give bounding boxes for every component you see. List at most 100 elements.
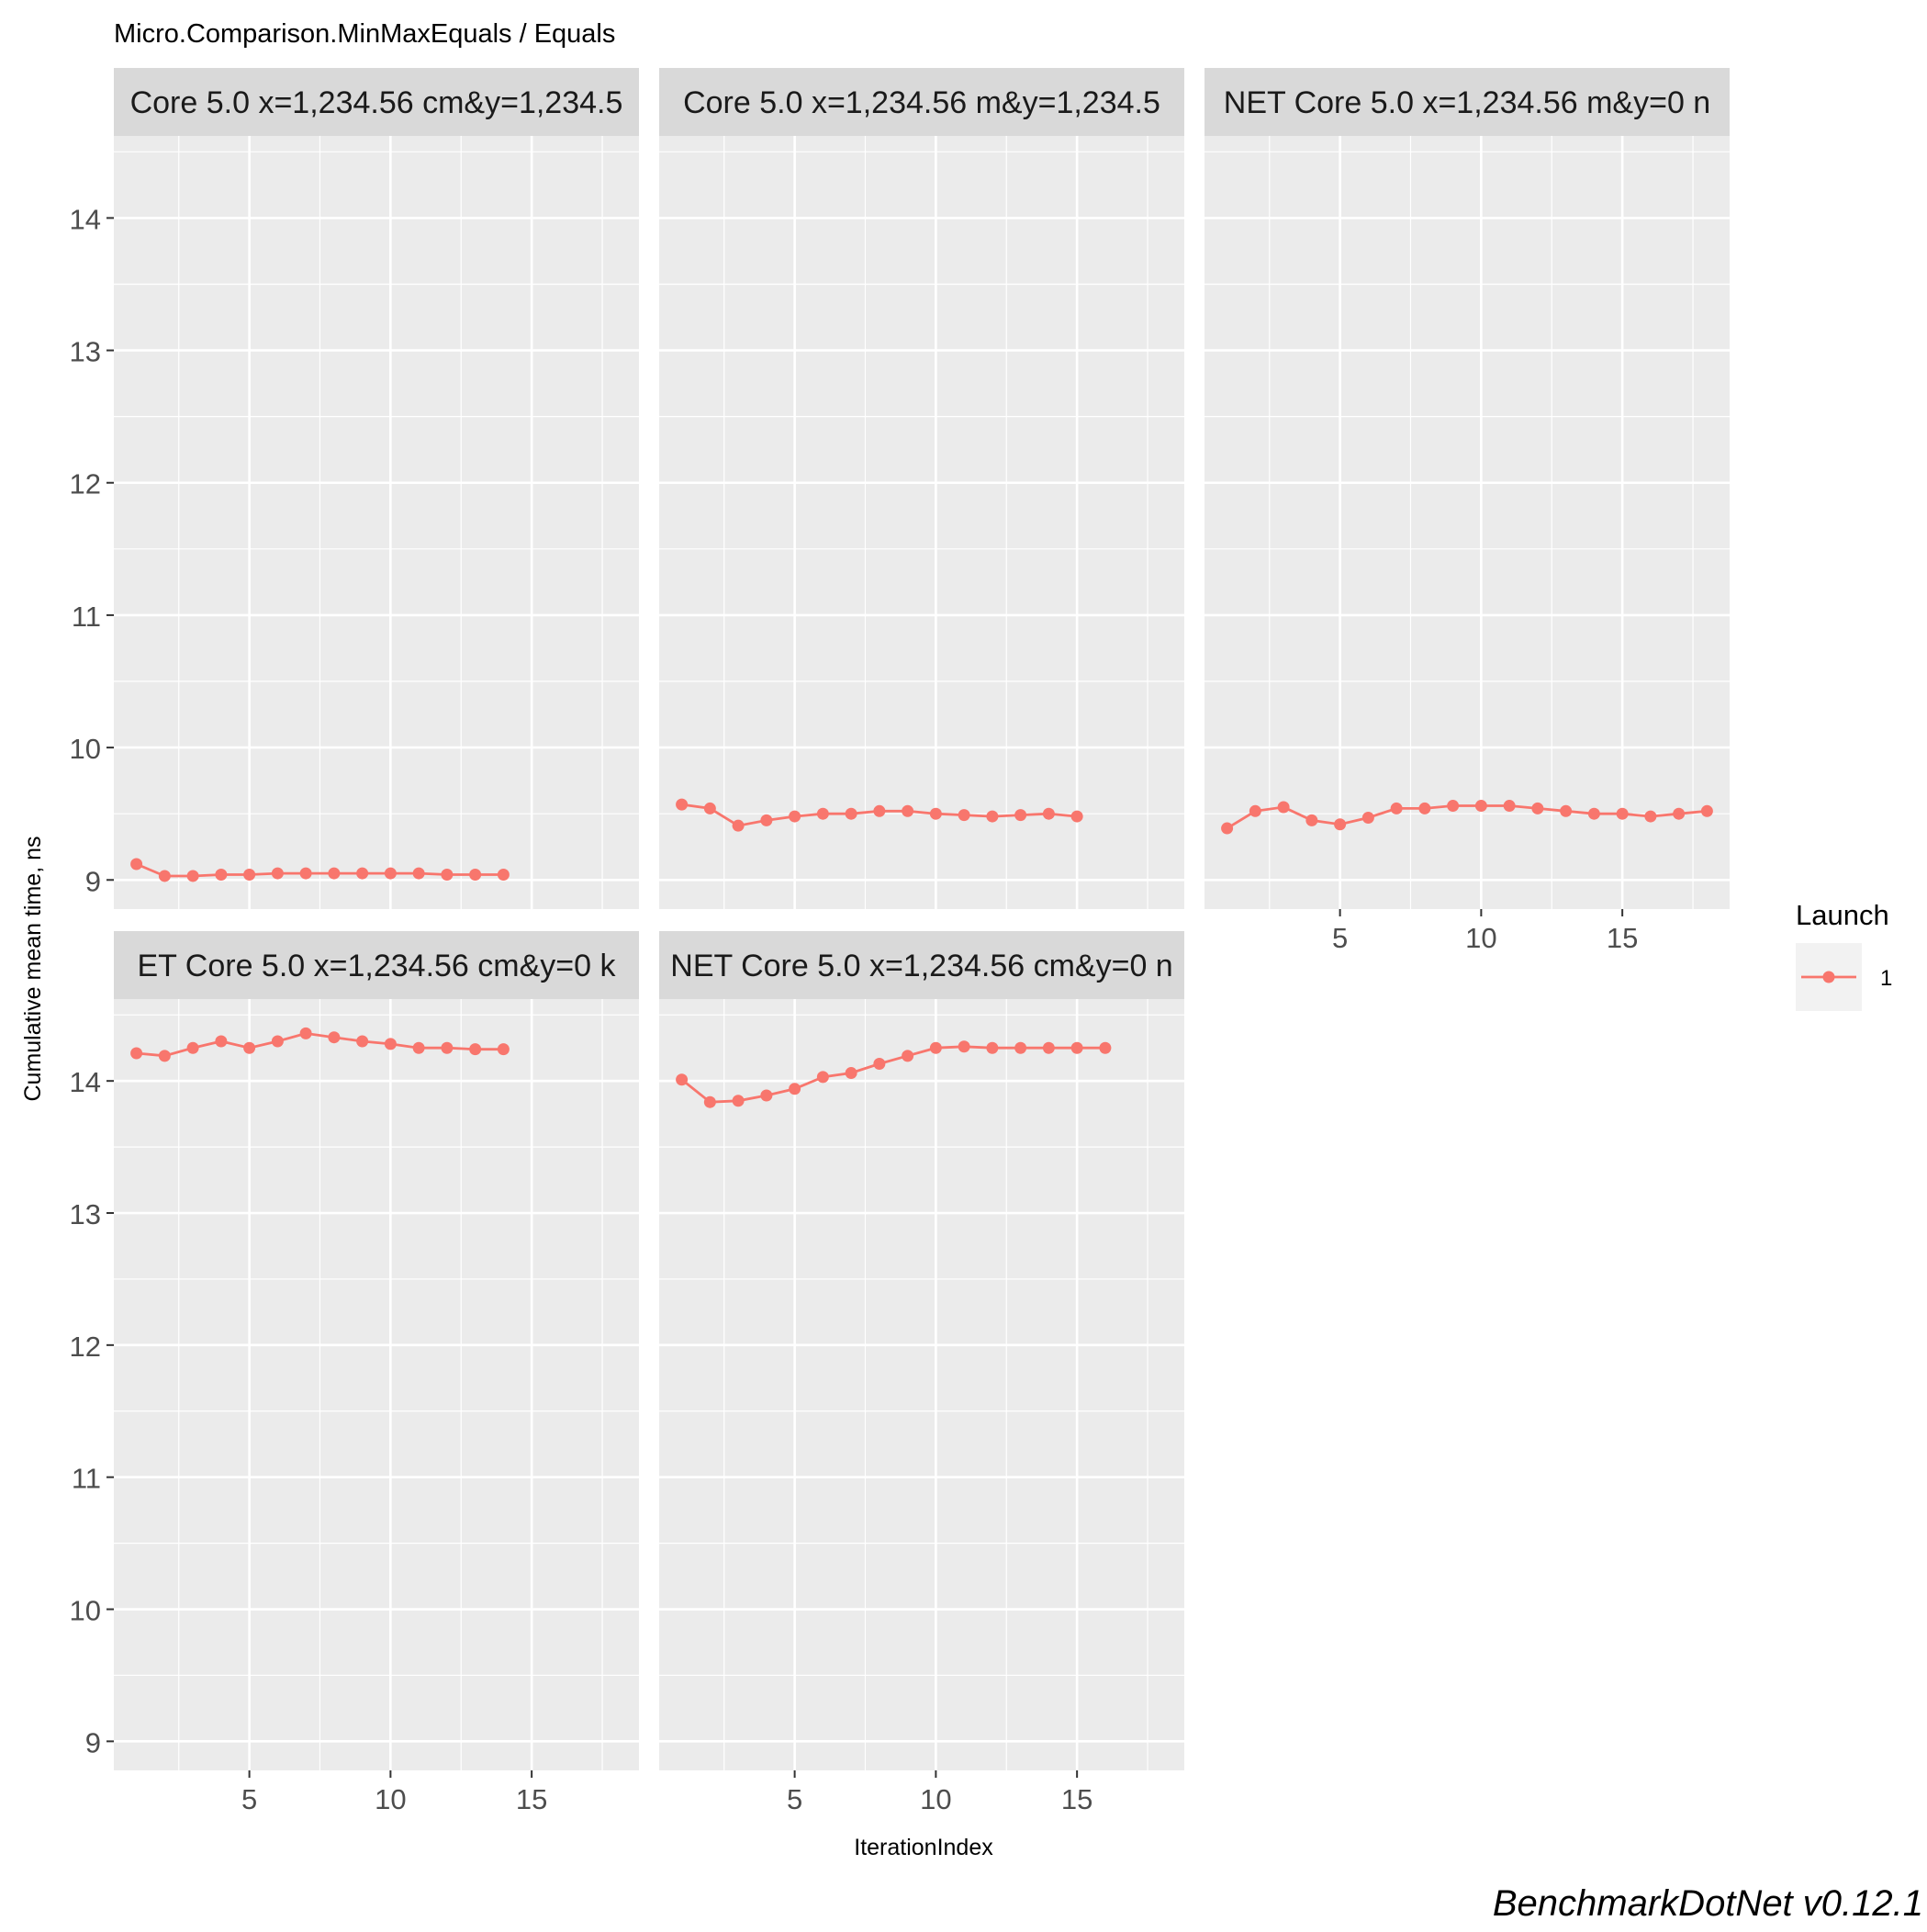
legend-entry-label: 1 (1880, 966, 1892, 991)
data-point (703, 802, 716, 814)
data-point (271, 867, 284, 880)
panel-strip (1204, 68, 1730, 136)
data-point (676, 798, 689, 811)
data-point (676, 1073, 689, 1086)
data-point (929, 1041, 942, 1054)
x-tick-label: 5 (241, 1783, 257, 1815)
data-point (1277, 801, 1290, 814)
data-point (1042, 807, 1055, 820)
data-point (215, 1035, 228, 1048)
data-point (873, 1057, 886, 1070)
data-point (902, 1050, 914, 1062)
data-point (1447, 800, 1460, 813)
data-point (1644, 810, 1657, 823)
panel-background (114, 999, 639, 1770)
data-point (384, 867, 397, 880)
y-tick-label: 12 (70, 468, 101, 500)
panel-strip (659, 68, 1184, 136)
panel-background (114, 136, 639, 909)
legend: 1 (1796, 943, 1892, 1011)
data-point (412, 867, 425, 880)
data-point (845, 807, 857, 820)
y-tick-label: 9 (85, 1726, 101, 1758)
data-point (1014, 1041, 1027, 1054)
data-point (1249, 804, 1261, 817)
data-point (760, 814, 773, 826)
data-point (243, 869, 256, 882)
data-point (703, 1095, 716, 1108)
y-tick-label: 12 (70, 1331, 101, 1363)
data-point (186, 870, 199, 882)
data-point (958, 1040, 970, 1053)
data-point (873, 804, 886, 817)
y-axis-label: Cumulative mean time, ns (20, 836, 46, 1101)
panel-strip (114, 931, 639, 999)
panel-strip-label: Core 5.0 x=1,234.56 cm&y=1,234.5 (130, 85, 623, 120)
data-point (130, 1047, 143, 1060)
data-point (1042, 1041, 1055, 1054)
data-point (356, 867, 369, 880)
panel-background (659, 999, 1184, 1770)
data-point (441, 869, 454, 882)
data-point (328, 867, 341, 880)
panel-background (659, 136, 1184, 909)
x-tick-label: 5 (1332, 922, 1348, 954)
x-tick-label: 10 (375, 1783, 406, 1815)
data-point (902, 804, 914, 817)
data-point (299, 867, 312, 880)
data-point (469, 1043, 482, 1056)
panel-background (1204, 136, 1730, 909)
data-point (328, 1031, 341, 1044)
data-point (816, 1071, 829, 1084)
y-tick-label: 14 (70, 203, 101, 235)
data-point (1014, 809, 1027, 822)
x-tick-label: 15 (1607, 922, 1638, 954)
data-point (1221, 822, 1234, 835)
data-point (789, 1083, 801, 1095)
data-point (497, 869, 510, 882)
data-point (130, 858, 143, 871)
legend-title: Launch (1796, 899, 1889, 931)
y-tick-label: 11 (72, 601, 101, 633)
panels-layer: Core 5.0 x=1,234.56 cm&y=1,234.5 9 10 11 12 1… (70, 68, 1730, 1815)
data-point (732, 1095, 745, 1107)
panel-strip (659, 931, 1184, 999)
data-point (1070, 810, 1083, 823)
y-tick-label: 10 (70, 1595, 101, 1627)
data-point (243, 1041, 256, 1054)
data-point (1700, 804, 1713, 817)
data-point (760, 1089, 773, 1102)
panel-strip-label: ET Core 5.0 x=1,234.56 cm&y=0 k (138, 949, 617, 983)
chart-title: Micro.Comparison.MinMaxEquals / Equals (114, 19, 615, 49)
data-point (1305, 814, 1318, 826)
data-point (1361, 812, 1374, 825)
data-point (1474, 800, 1487, 813)
panel-strip (114, 68, 639, 136)
y-tick-label: 11 (72, 1463, 101, 1495)
data-point (1673, 807, 1686, 820)
data-point (929, 807, 942, 820)
data-point (158, 1050, 171, 1062)
legend-key-point (1822, 971, 1835, 983)
x-tick-label: 15 (1061, 1783, 1092, 1815)
data-point (789, 810, 801, 823)
data-point (469, 869, 482, 882)
data-point (986, 1041, 999, 1054)
panel-strip-label: Core 5.0 x=1,234.56 m&y=1,234.5 (683, 85, 1160, 120)
data-point (1616, 807, 1629, 820)
panel-strip-label: NET Core 5.0 x=1,234.56 cm&y=0 n (670, 949, 1172, 983)
data-point (412, 1041, 425, 1054)
data-point (497, 1043, 510, 1056)
y-tick-label: 10 (70, 733, 101, 765)
data-point (186, 1041, 199, 1054)
data-point (1334, 818, 1347, 831)
data-point (1070, 1041, 1083, 1054)
x-tick-label: 5 (787, 1783, 802, 1815)
data-point (1531, 802, 1544, 814)
data-point (732, 819, 745, 832)
data-point (271, 1035, 284, 1048)
series-line (680, 1045, 1105, 1104)
data-point (441, 1041, 454, 1054)
